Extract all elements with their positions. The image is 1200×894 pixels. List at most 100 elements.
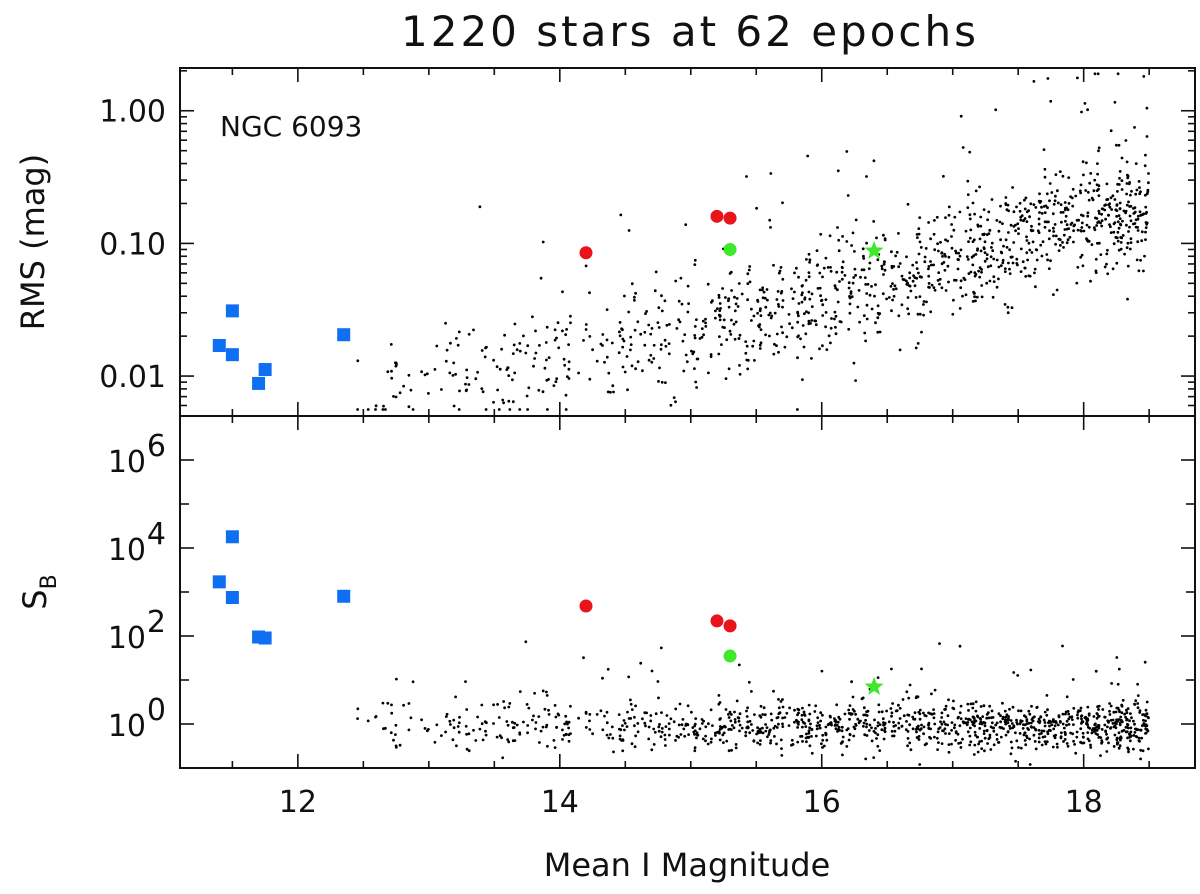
field-star: [736, 305, 740, 308]
top-highlighted-stars: [212, 209, 884, 390]
field-star: [716, 730, 719, 734]
field-star: [1124, 139, 1128, 142]
field-star: [1113, 100, 1117, 104]
field-star: [1052, 727, 1056, 731]
field-star: [968, 726, 972, 730]
field-star: [693, 749, 697, 753]
field-star: [720, 727, 723, 730]
field-star: [813, 710, 817, 713]
field-star: [1099, 221, 1102, 225]
field-star: [531, 718, 534, 722]
field-star: [537, 715, 541, 718]
field-star: [636, 360, 640, 364]
field-star: [756, 726, 759, 730]
field-star: [928, 286, 931, 289]
field-star: [852, 734, 856, 738]
field-star: [748, 731, 752, 735]
field-star: [800, 718, 804, 722]
field-star: [847, 286, 851, 290]
field-star: [1004, 196, 1008, 199]
field-star: [733, 295, 736, 299]
field-star: [1007, 715, 1010, 718]
field-star: [1059, 211, 1063, 214]
field-star: [765, 288, 769, 291]
field-star: [901, 698, 905, 701]
field-star: [865, 722, 869, 726]
field-star: [923, 743, 927, 747]
field-star: [650, 669, 654, 673]
field-star: [1056, 745, 1059, 749]
field-star: [1008, 267, 1011, 271]
field-star: [1103, 208, 1107, 212]
field-star: [740, 292, 744, 296]
field-star: [1105, 750, 1109, 753]
blue-square-marker: [258, 363, 272, 377]
field-star: [1049, 729, 1052, 732]
field-star: [534, 721, 538, 724]
field-star: [917, 227, 921, 231]
field-star: [512, 343, 516, 347]
field-star: [937, 741, 940, 744]
field-star: [952, 298, 955, 302]
field-star: [1079, 740, 1082, 744]
field-star: [1086, 214, 1090, 218]
field-star: [815, 724, 819, 728]
field-star: [1061, 722, 1065, 726]
field-star: [663, 738, 667, 741]
field-star: [440, 734, 443, 737]
field-star: [907, 312, 911, 316]
field-star: [852, 276, 856, 279]
field-star: [951, 706, 955, 710]
field-star: [356, 408, 359, 411]
field-star: [660, 727, 664, 730]
field-star: [850, 295, 854, 299]
field-star: [518, 349, 522, 353]
field-star: [657, 696, 660, 700]
field-star: [511, 352, 515, 355]
field-star: [805, 740, 808, 744]
field-star: [820, 742, 823, 746]
field-star: [569, 314, 572, 318]
field-star: [657, 380, 660, 383]
blue-square-marker: [258, 631, 272, 645]
field-star: [659, 347, 663, 351]
field-star: [1001, 701, 1004, 705]
field-star: [836, 724, 839, 727]
field-star: [918, 216, 922, 220]
field-star: [452, 404, 456, 408]
field-star: [973, 271, 977, 275]
field-star: [621, 328, 624, 332]
field-star: [971, 263, 975, 267]
field-star: [641, 369, 644, 373]
field-star: [868, 293, 872, 297]
field-star: [796, 320, 800, 324]
field-star: [781, 722, 784, 726]
field-star: [584, 710, 588, 714]
field-star: [1043, 175, 1047, 179]
field-star: [988, 279, 992, 283]
field-star: [958, 711, 962, 715]
field-star: [552, 384, 556, 387]
field-star: [531, 315, 534, 319]
field-star: [561, 290, 564, 294]
field-star: [627, 717, 631, 720]
red-circle-marker: [710, 209, 724, 223]
field-star: [829, 341, 832, 345]
field-star: [819, 294, 822, 298]
field-star: [567, 343, 570, 346]
field-star: [980, 284, 984, 287]
field-star: [1142, 75, 1146, 78]
field-star: [858, 720, 861, 723]
field-star: [962, 276, 966, 280]
field-star: [944, 238, 947, 242]
y-tick-label: 10: [108, 709, 146, 744]
field-star: [1017, 227, 1020, 231]
field-star: [511, 378, 514, 382]
field-star: [474, 739, 478, 742]
field-star: [775, 298, 779, 301]
field-star: [981, 715, 985, 718]
field-star: [1126, 176, 1130, 180]
field-star: [814, 734, 818, 738]
field-star: [1028, 248, 1032, 252]
field-star: [1117, 731, 1121, 735]
